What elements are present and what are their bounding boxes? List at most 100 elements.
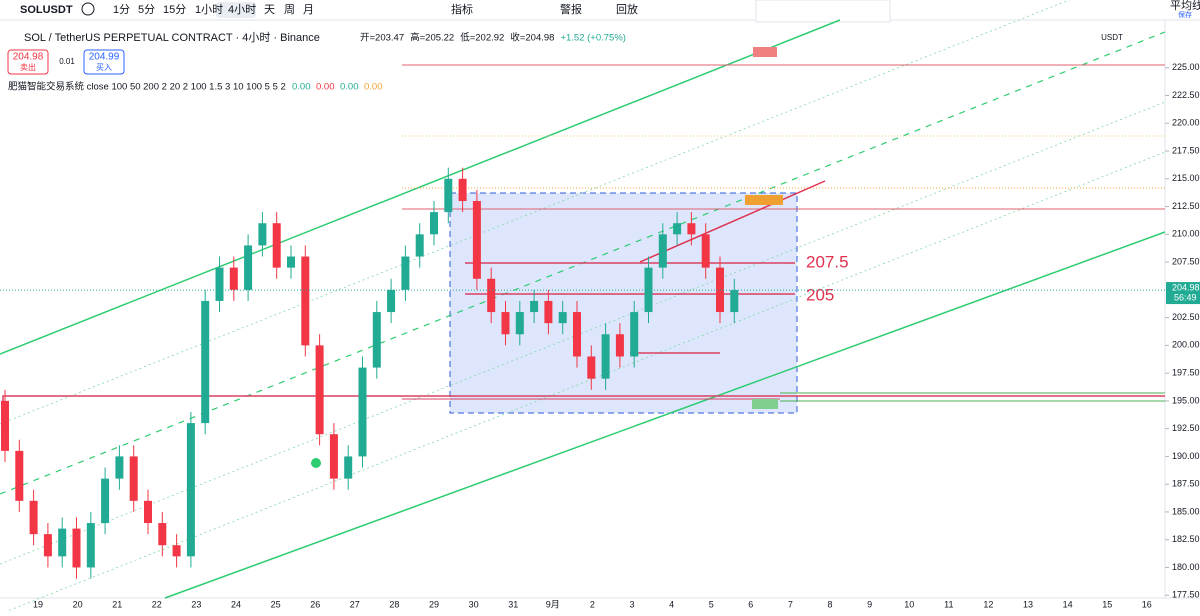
signal-dot: [311, 458, 321, 468]
toolbar-button[interactable]: 警报: [560, 2, 582, 16]
sell-price: 204.98: [13, 52, 44, 63]
time-label: 14: [1063, 599, 1073, 609]
time-label: 25: [271, 599, 281, 609]
candle-body: [158, 523, 167, 546]
candle-body: [229, 267, 238, 290]
symbol[interactable]: SOLUSDT: [20, 4, 73, 16]
time-label: 12: [983, 599, 993, 609]
annotation: 207.5: [806, 252, 849, 271]
time-label: 24: [231, 599, 241, 609]
candle-body: [472, 201, 481, 279]
candle-body: [258, 223, 267, 246]
candle-body: [544, 300, 553, 324]
time-label: 2: [590, 599, 595, 609]
candle-body: [444, 178, 453, 213]
time-label: 6: [748, 599, 753, 609]
spread: 0.01: [59, 57, 75, 66]
last-price-box: [1166, 282, 1200, 305]
candle-body: [72, 528, 81, 568]
time-label: 13: [1023, 599, 1033, 609]
candle-body: [272, 223, 281, 268]
time-label: 7: [788, 599, 793, 609]
interval[interactable]: 5分: [138, 3, 155, 16]
price-label: 212.50: [1172, 201, 1200, 211]
price-label: 207.50: [1172, 256, 1200, 266]
time-label: 3: [629, 599, 634, 609]
candle-body: [43, 534, 52, 557]
candle-body: [458, 178, 467, 202]
candle-body: [673, 223, 682, 235]
buy-label: 买入: [96, 63, 112, 72]
interval[interactable]: 4小时: [228, 3, 256, 16]
candle-body: [201, 300, 210, 424]
sell-button[interactable]: [7, 49, 49, 75]
buy-button[interactable]: [83, 49, 125, 75]
time-label: 27: [350, 599, 360, 609]
price-label: 220.00: [1172, 118, 1200, 128]
time-label: 8: [827, 599, 832, 609]
price-label: 222.50: [1172, 90, 1200, 100]
indicator-value: 0.00: [292, 82, 311, 93]
candle-body: [129, 456, 138, 501]
channel-sub: [0, 151, 1166, 615]
toolbar-button[interactable]: 回放: [616, 2, 638, 16]
sell-label: 卖出: [20, 62, 36, 72]
candle-body: [15, 450, 24, 501]
save[interactable]: 保存: [1178, 10, 1192, 19]
candle-body: [372, 312, 381, 368]
interval[interactable]: 天: [264, 4, 275, 16]
time-label: 16: [1142, 599, 1152, 609]
time-label: 29: [429, 599, 439, 609]
last-price: 204.98: [1172, 282, 1200, 292]
candle-body: [587, 356, 596, 379]
time-label: 19: [33, 599, 43, 609]
toolbar-button[interactable]: 指标: [451, 2, 473, 16]
interval[interactable]: 15分: [163, 3, 186, 16]
candle-body: [301, 256, 310, 346]
candle-body: [144, 500, 152, 524]
candle-body: [687, 223, 696, 235]
price-label: 177.50: [1172, 590, 1200, 600]
candle-body: [658, 234, 667, 268]
interval[interactable]: 1小时: [195, 3, 223, 16]
toolbar: [0, 0, 1200, 20]
channel-upper[interactable]: [0, 19, 841, 355]
price-label: 192.50: [1172, 423, 1200, 433]
trend-ray[interactable]: [639, 180, 826, 263]
candle-body: [615, 334, 624, 357]
range-box[interactable]: [449, 192, 798, 414]
price-label: 182.50: [1172, 534, 1200, 544]
ohlc: 高=205.22: [410, 32, 454, 44]
tag: [752, 399, 778, 409]
candle-body: [1, 400, 9, 451]
buy-price: 204.99: [89, 52, 120, 63]
candle-body: [415, 234, 424, 257]
indicator-value: 0.00: [316, 82, 335, 93]
candle-body: [329, 434, 338, 479]
layout-name[interactable]: 平均线: [1170, 0, 1200, 12]
candle-body: [344, 456, 353, 479]
add-symbol[interactable]: [81, 2, 95, 16]
interval[interactable]: 1分: [113, 3, 130, 16]
candle-body: [601, 334, 610, 379]
channel-lower[interactable]: [164, 231, 1166, 599]
candle-body: [630, 312, 639, 357]
candle-body: [515, 312, 524, 335]
candle-body: [701, 234, 710, 268]
candle-body: [287, 256, 295, 268]
indicator-value: 0.00: [340, 82, 359, 93]
candle-body: [101, 478, 110, 524]
interval[interactable]: 月: [303, 4, 314, 16]
price-label: 190.00: [1172, 451, 1200, 461]
price-label: 197.50: [1172, 368, 1200, 378]
interval[interactable]: 周: [284, 3, 295, 16]
candle-body: [387, 289, 396, 313]
candle-body: [573, 312, 581, 357]
candle-body: [501, 312, 510, 335]
candle-body: [730, 290, 739, 313]
change: +1.52 (+0.75%): [560, 33, 626, 44]
time-label: 9: [867, 599, 872, 609]
candle-body: [530, 300, 539, 313]
